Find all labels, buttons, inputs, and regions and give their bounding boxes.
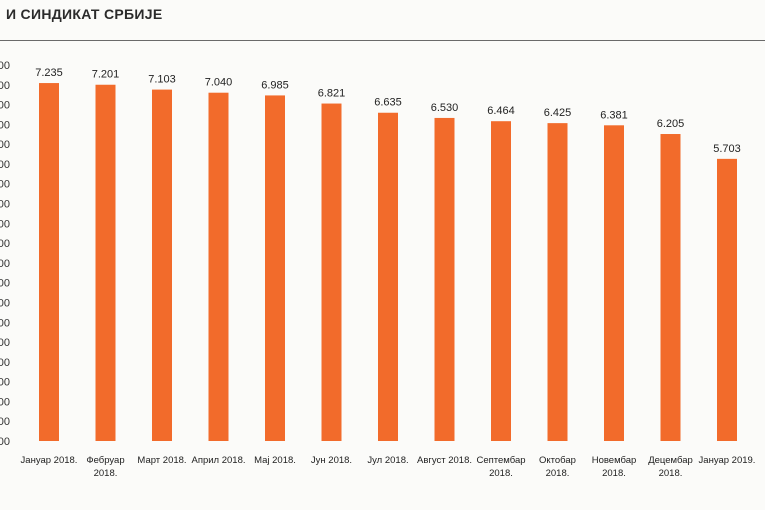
- bar: [321, 103, 342, 441]
- category-label: Јун 2018.: [311, 455, 352, 466]
- category-label: Децембар: [648, 455, 693, 466]
- bar-data-label: 6.205: [657, 118, 685, 130]
- bar: [717, 158, 737, 442]
- category-label: Јануар 2019.: [699, 455, 756, 466]
- bar-data-label: 6.464: [487, 105, 515, 117]
- category-label: Мај 2018.: [254, 455, 296, 466]
- category-label: Октобар: [539, 455, 576, 466]
- y-tick-label: 00: [0, 218, 10, 230]
- bar-data-label: 7.040: [205, 77, 233, 89]
- bar: [434, 117, 455, 442]
- y-tick-label: 00: [0, 258, 10, 270]
- bar: [547, 123, 568, 441]
- bar: [39, 83, 59, 441]
- y-tick-label: 00: [0, 80, 10, 92]
- bar-data-label: 7.201: [92, 69, 120, 81]
- y-tick-label: 00: [0, 139, 10, 151]
- category-label: Фебруар: [86, 455, 124, 466]
- category-label: 2018.: [602, 468, 626, 479]
- bar-data-label: 6.425: [544, 107, 572, 119]
- bar: [378, 112, 398, 442]
- y-tick-label: 00: [0, 179, 10, 191]
- bar-data-label: 7.103: [148, 74, 176, 86]
- bar-data-label: 6.821: [318, 88, 346, 100]
- category-label: Август 2018.: [417, 455, 472, 466]
- header-rule: [0, 40, 765, 41]
- y-tick-label: 00: [0, 396, 10, 408]
- category-label: Јул 2018.: [367, 455, 408, 466]
- y-tick-label: 00: [0, 436, 10, 448]
- category-label: 2018.: [659, 468, 683, 479]
- category-label: Јануар 2018.: [21, 455, 78, 466]
- bar: [491, 121, 511, 442]
- y-tick-label: 00: [0, 377, 10, 389]
- y-tick-label: 00: [0, 416, 10, 428]
- category-label: Новембар: [592, 455, 637, 466]
- y-tick-label: 00: [0, 337, 10, 349]
- bar: [208, 92, 229, 441]
- category-label: Април 2018.: [191, 455, 245, 466]
- y-tick-label: 00: [0, 159, 10, 171]
- y-tick-label: 00: [0, 119, 10, 131]
- category-label: Март 2018.: [137, 455, 186, 466]
- bar-data-label: 7.235: [35, 67, 63, 79]
- bar-data-label: 6.985: [261, 79, 289, 91]
- chart-header: И СИНДИКАТ СРБИЈЕ: [6, 6, 163, 22]
- bar: [604, 125, 624, 442]
- bar-data-label: 6.530: [431, 102, 459, 114]
- y-tick-label: 00: [0, 199, 10, 211]
- bar: [265, 95, 285, 441]
- y-tick-label: 00: [0, 317, 10, 329]
- y-tick-label: 00: [0, 278, 10, 290]
- category-label: 2018.: [94, 468, 118, 479]
- y-tick-label: 00: [0, 297, 10, 309]
- bar: [95, 84, 116, 442]
- bar: [152, 89, 172, 441]
- bar-data-label: 6.635: [374, 97, 402, 109]
- category-label: 2018.: [489, 468, 513, 479]
- y-tick-label: 00: [0, 357, 10, 369]
- bar-data-label: 6.381: [600, 109, 628, 121]
- y-tick-label: 000: [0, 60, 10, 72]
- category-label: 2018.: [546, 468, 570, 479]
- y-tick-label: 00: [0, 238, 10, 250]
- bar-data-label: 5.703: [713, 143, 741, 155]
- y-tick-label: 00: [0, 100, 10, 112]
- category-label: Септембар: [476, 455, 525, 466]
- bar: [660, 134, 681, 441]
